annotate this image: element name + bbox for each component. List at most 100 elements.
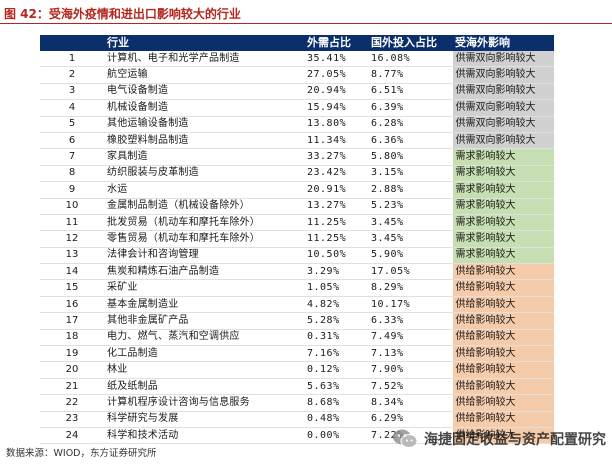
external-demand-cell: 7.16%: [304, 345, 368, 363]
rank-cell: 8: [40, 165, 104, 183]
impact-cell: 供需双向影响较大: [451, 132, 554, 150]
industry-table: 行业 外需占比 国外投入占比 受海外影响 1 计算机、电子和光学产品制造 35.41…: [40, 35, 554, 445]
table-header-row: 行业 外需占比 国外投入占比 受海外影响: [40, 35, 554, 51]
industry-cell: 计算机、电子和光学产品制造: [104, 51, 304, 68]
foreign-input-cell: 8.29%: [368, 279, 452, 297]
rank-cell: 10: [40, 198, 104, 215]
foreign-input-cell: 6.33%: [368, 312, 452, 330]
table-row: 13 法律会计和咨询管理 10.50% 5.90% 需求影响较大: [40, 247, 554, 265]
table-row: 5 其他运输设备制造 13.80% 6.28% 供需双向影响较大: [40, 116, 554, 133]
foreign-input-cell: 17.05%: [368, 263, 452, 281]
industry-cell: 其他运输设备制造: [104, 116, 304, 133]
impact-cell: 供给影响较大: [451, 411, 554, 428]
table-row: 23 科学研究与发展 0.48% 6.29% 供给影响较大: [40, 411, 554, 428]
rank-cell: 14: [40, 263, 104, 281]
impact-cell: 供给影响较大: [451, 279, 554, 297]
table-body: 1 计算机、电子和光学产品制造 35.41% 16.08% 供需双向影响较大 2 航空运输 2…: [40, 51, 554, 445]
foreign-input-cell: 3.45%: [368, 214, 452, 232]
foreign-input-cell: 5.80%: [368, 148, 452, 166]
external-demand-cell: 0.48%: [304, 411, 368, 428]
rank-cell: 15: [40, 279, 104, 297]
impact-cell: 需求影响较大: [451, 247, 554, 265]
rank-cell: 7: [40, 148, 104, 166]
external-demand-cell: 10.50%: [304, 247, 368, 265]
rank-cell: 22: [40, 394, 104, 412]
rank-cell: 6: [40, 132, 104, 150]
table-row: 17 其他非金属矿产品 5.28% 6.33% 供给影响较大: [40, 312, 554, 330]
industry-cell: 零售贸易（机动车和摩托车除外）: [104, 230, 304, 248]
external-demand-cell: 1.05%: [304, 279, 368, 297]
industry-cell: 电气设备制造: [104, 83, 304, 101]
header-overseas-impact: 受海外影响: [452, 35, 554, 51]
industry-cell: 基本金属制造业: [104, 296, 304, 314]
figure-title: 图 42：受海外疫情和进出口影响较大的行业: [4, 7, 241, 21]
impact-cell: 供需双向影响较大: [451, 66, 554, 84]
rank-cell: 11: [40, 214, 104, 232]
industry-cell: 计算机程序设计咨询与信息服务: [104, 394, 304, 412]
industry-cell: 批发贸易（机动车和摩托车除外）: [104, 214, 304, 232]
external-demand-cell: 5.63%: [304, 378, 368, 396]
table-row: 7 家具制造 33.27% 5.80% 需求影响较大: [40, 148, 554, 166]
table-row: 1 计算机、电子和光学产品制造 35.41% 16.08% 供需双向影响较大: [40, 51, 554, 68]
external-demand-cell: 23.42%: [304, 165, 368, 183]
foreign-input-cell: 3.15%: [368, 165, 452, 183]
rank-cell: 4: [40, 99, 104, 117]
table-row: 11 批发贸易（机动车和摩托车除外） 11.25% 3.45% 需求影响较大: [40, 214, 554, 232]
impact-cell: 需求影响较大: [451, 165, 554, 183]
external-demand-cell: 35.41%: [304, 51, 368, 68]
table-row: 20 林业 0.12% 7.90% 供给影响较大: [40, 361, 554, 379]
rank-cell: 12: [40, 230, 104, 248]
foreign-input-cell: 7.13%: [368, 345, 452, 363]
foreign-input-cell: 10.17%: [368, 296, 452, 314]
table-row: 2 航空运输 27.05% 8.77% 供需双向影响较大: [40, 66, 554, 84]
industry-cell: 航空运输: [104, 66, 304, 84]
foreign-input-cell: 6.29%: [368, 411, 452, 428]
rank-cell: 18: [40, 329, 104, 347]
impact-cell: 供需双向影响较大: [451, 99, 554, 117]
table-row: 3 电气设备制造 20.94% 6.51% 供需双向影响较大: [40, 83, 554, 101]
industry-cell: 电力、燃气、蒸汽和空调供应: [104, 329, 304, 347]
table-row: 18 电力、燃气、蒸汽和空调供应 0.31% 7.49% 供给影响较大: [40, 329, 554, 347]
impact-cell: 需求影响较大: [451, 230, 554, 248]
industry-cell: 林业: [104, 361, 304, 379]
watermark: 海捷固定收益与资产配置研究: [392, 428, 606, 450]
foreign-input-cell: 6.36%: [368, 132, 452, 150]
external-demand-cell: 0.12%: [304, 361, 368, 379]
header-foreign-input: 国外投入占比: [368, 35, 452, 51]
rank-cell: 9: [40, 181, 104, 199]
external-demand-cell: 4.82%: [304, 296, 368, 314]
rank-cell: 17: [40, 312, 104, 330]
foreign-input-cell: 8.77%: [368, 66, 452, 84]
rank-cell: 1: [40, 51, 104, 68]
industry-cell: 橡胶塑料制品制造: [104, 132, 304, 150]
watermark-text: 海捷固定收益与资产配置研究: [424, 432, 606, 448]
rank-cell: 2: [40, 66, 104, 84]
external-demand-cell: 13.27%: [304, 198, 368, 215]
rank-cell: 20: [40, 361, 104, 379]
impact-cell: 供给影响较大: [451, 329, 554, 347]
title-divider: [0, 23, 612, 24]
rank-cell: 21: [40, 378, 104, 396]
impact-cell: 需求影响较大: [451, 181, 554, 199]
wechat-icon: [393, 429, 418, 448]
rank-cell: 13: [40, 247, 104, 265]
impact-cell: 供给影响较大: [451, 394, 554, 412]
table-row: 15 采矿业 1.05% 8.29% 供给影响较大: [40, 279, 554, 297]
external-demand-cell: 11.25%: [304, 214, 368, 232]
impact-cell: 供给影响较大: [451, 361, 554, 379]
impact-cell: 需求影响较大: [451, 214, 554, 232]
table-row: 9 水运 20.91% 2.88% 需求影响较大: [40, 181, 554, 199]
rank-cell: 5: [40, 116, 104, 133]
foreign-input-cell: 7.52%: [368, 378, 452, 396]
industry-cell: 采矿业: [104, 279, 304, 297]
foreign-input-cell: 7.90%: [368, 361, 452, 379]
header-rank: [40, 35, 104, 51]
rank-cell: 16: [40, 296, 104, 314]
external-demand-cell: 20.94%: [304, 83, 368, 101]
impact-cell: 供给影响较大: [451, 263, 554, 281]
foreign-input-cell: 6.51%: [368, 83, 452, 101]
external-demand-cell: 3.29%: [304, 263, 368, 281]
table-row: 6 橡胶塑料制品制造 11.34% 6.36% 供需双向影响较大: [40, 132, 554, 150]
foreign-input-cell: 3.45%: [368, 230, 452, 248]
impact-cell: 供需双向影响较大: [451, 116, 554, 133]
